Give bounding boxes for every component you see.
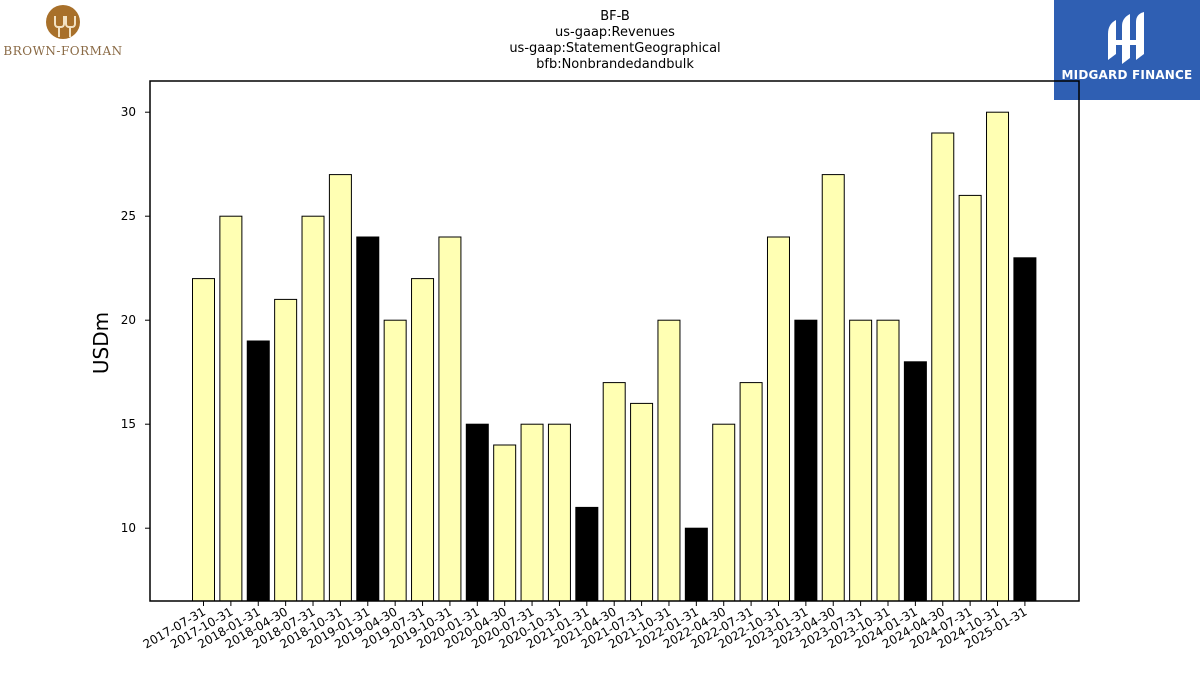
bar-2018-01-31 <box>246 340 270 602</box>
brown-forman-logo: BROWN-FORMAN <box>0 0 130 70</box>
bar-2023-10-31 <box>876 319 900 602</box>
midgard-finance-logo: MIDGARD FINANCE <box>1054 0 1200 100</box>
bar-2022-04-30 <box>712 423 736 602</box>
bar-2024-10-31 <box>986 111 1010 602</box>
y-tick-label: 25 <box>121 209 136 223</box>
chart-title-line-2: us-gaap:Revenues <box>555 25 675 40</box>
brown-forman-logo-text: BROWN-FORMAN <box>3 44 123 58</box>
bar-2024-07-31 <box>958 194 982 602</box>
bar-2023-04-30 <box>821 174 845 602</box>
bar-2025-01-31 <box>1013 257 1037 602</box>
bar-2020-04-30 <box>493 444 517 602</box>
bar-2017-07-31 <box>192 278 215 602</box>
plot-frame <box>149 80 1080 602</box>
chart-title-line-3: us-gaap:StatementGeographical <box>509 41 720 56</box>
bar-2023-01-31 <box>794 319 818 602</box>
chart-title: BF-B us-gaap:Revenues us-gaap:StatementG… <box>509 9 720 72</box>
bar-2019-07-31 <box>411 278 435 602</box>
bar-2018-07-31 <box>301 215 325 602</box>
bar-2020-01-31 <box>465 423 489 602</box>
bar-2020-07-31 <box>520 423 544 602</box>
bars-group <box>192 111 1037 602</box>
bar-2021-10-31 <box>657 319 681 602</box>
bar-2022-01-31 <box>684 527 708 602</box>
midgard-finance-logo-text: MIDGARD FINANCE <box>1061 68 1193 82</box>
bar-2021-04-30 <box>602 382 626 602</box>
bar-2024-04-30 <box>931 132 955 602</box>
bar-2018-10-31 <box>328 174 352 602</box>
bar-2022-07-31 <box>739 382 763 602</box>
bar-2020-10-31 <box>547 423 571 602</box>
y-tick-label: 30 <box>121 105 136 119</box>
y-axis-ticks: 10 15 20 25 30 <box>121 105 150 535</box>
bar-2017-10-31 <box>219 215 243 602</box>
y-tick-label: 20 <box>121 313 136 327</box>
midgard-mark-icon <box>1108 12 1144 64</box>
bar-2018-04-30 <box>274 298 298 602</box>
wine-glasses-icon <box>46 5 80 39</box>
chart-title-line-1: BF-B <box>600 9 630 24</box>
y-tick-label: 10 <box>121 521 136 535</box>
bar-2022-10-31 <box>766 236 790 602</box>
chart-title-line-4: bfb:Nonbrandedandbulk <box>536 57 694 72</box>
bar-2019-10-31 <box>438 236 462 602</box>
bar-2024-01-31 <box>903 361 927 602</box>
bar-2019-01-31 <box>356 236 380 602</box>
bar-2023-07-31 <box>849 319 873 602</box>
bar-2021-01-31 <box>575 506 599 602</box>
bar-2019-04-30 <box>383 319 407 602</box>
y-axis-label: USDm <box>89 312 113 374</box>
y-tick-label: 15 <box>121 417 136 431</box>
bar-2021-07-31 <box>630 402 654 602</box>
x-axis-ticks: 2017-07-312017-10-312018-01-312018-04-30… <box>141 601 1029 651</box>
